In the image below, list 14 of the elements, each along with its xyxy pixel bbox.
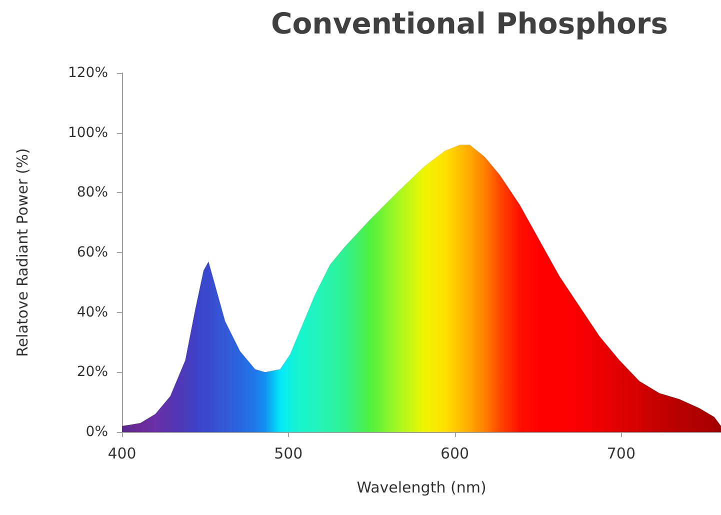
y-tick-label: 20%	[76, 364, 108, 380]
x-tick-label: 500	[274, 444, 303, 462]
chart-title: Conventional Phosphors	[270, 6, 668, 40]
x-tick-label: 600	[440, 444, 470, 462]
y-tick-label: 0%	[86, 424, 108, 440]
x-tick-label: 400	[108, 444, 136, 462]
y-tick-label: 40%	[76, 304, 108, 320]
x-axis-title: Wavelength (nm)	[356, 478, 486, 496]
x-tick-label: 700	[606, 444, 636, 462]
y-tick-label: 100%	[68, 124, 108, 141]
y-axis-title: Relatove Radiant Power (%)	[14, 148, 32, 357]
y-tick-label: 60%	[76, 244, 108, 260]
y-tick-label: 80%	[76, 184, 108, 201]
y-tick-label: 120%	[68, 65, 108, 81]
